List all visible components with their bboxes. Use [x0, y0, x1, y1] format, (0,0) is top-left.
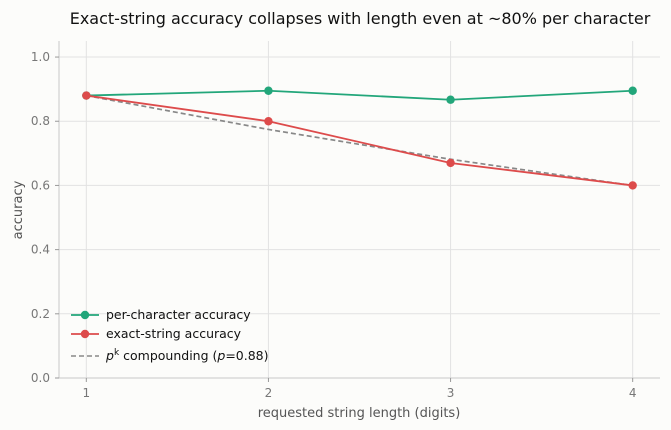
x-tick-label: 1: [82, 386, 90, 400]
legend-p-value: =0.88): [225, 348, 268, 363]
data-point-per-character-accuracy: [264, 86, 273, 95]
legend-p-symbol: p: [105, 348, 114, 363]
legend-entry-exact-string: exact-string accuracy: [71, 326, 242, 341]
series-line-compounding: [86, 94, 633, 187]
y-tick-label: 0.2: [31, 307, 50, 321]
legend-label-per-character: per-character accuracy: [106, 307, 251, 322]
x-tick-label: 3: [447, 386, 455, 400]
x-tick-labels: 1 2 3 4: [82, 378, 637, 400]
y-tick-label: 0.4: [31, 243, 50, 257]
y-tick-label: 0.0: [31, 371, 50, 385]
legend-compounding-text: compounding (: [119, 348, 217, 363]
series: [82, 86, 637, 190]
legend-label-exact-string: exact-string accuracy: [106, 326, 242, 341]
legend-entry-compounding: pk compounding (p=0.88): [71, 348, 269, 363]
x-tick-label: 4: [629, 386, 637, 400]
y-tick-labels: 0.0 0.2 0.4 0.6 0.8 1.0: [31, 50, 59, 385]
legend-marker-exact-string: [80, 329, 90, 339]
series-line-per-character-accuracy: [86, 89, 633, 101]
data-point-per-character-accuracy: [628, 86, 637, 95]
x-axis-label: requested string length (digits): [258, 406, 461, 421]
legend-k-superscript: k: [114, 348, 120, 358]
legend-label-compounding: pk compounding (p=0.88): [105, 348, 269, 363]
axes: [58, 41, 660, 379]
data-point-exact-string-accuracy: [264, 117, 273, 126]
chart-title: Exact-string accuracy collapses with len…: [70, 9, 651, 28]
legend-marker-per-character: [80, 310, 90, 320]
y-tick-label: 0.8: [31, 114, 50, 128]
y-tick-label: 0.6: [31, 178, 50, 192]
y-tick-label: 1.0: [31, 50, 50, 64]
series-line-exact-string-accuracy: [86, 94, 633, 187]
data-point-exact-string-accuracy: [82, 91, 91, 100]
x-tick-label: 2: [265, 386, 273, 400]
data-point-exact-string-accuracy: [628, 181, 637, 190]
legend-p-param: p: [216, 348, 225, 363]
legend: per-character accuracy exact-string accu…: [71, 307, 269, 363]
data-point-per-character-accuracy: [446, 95, 455, 104]
data-point-exact-string-accuracy: [446, 158, 455, 168]
legend-entry-per-character: per-character accuracy: [71, 307, 251, 322]
y-axis-label: accuracy: [11, 180, 26, 239]
